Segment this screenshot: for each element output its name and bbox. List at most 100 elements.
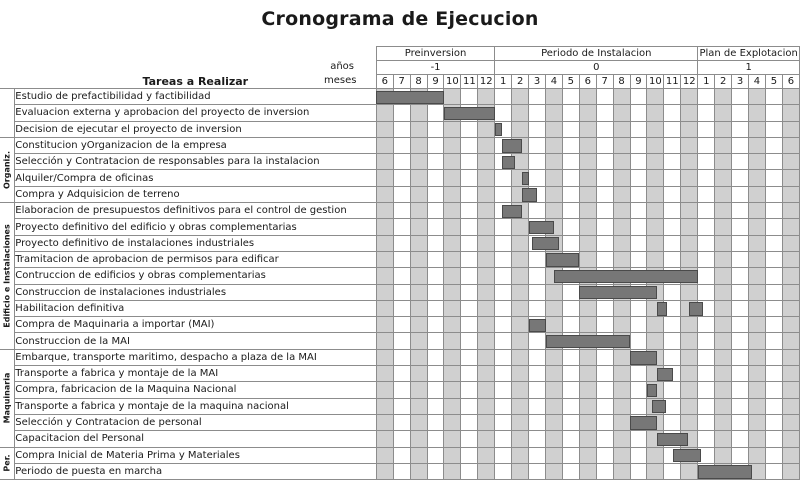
grid-cell — [561, 348, 580, 367]
grid-cell — [714, 267, 733, 285]
grid-cell — [697, 104, 716, 122]
grid-cell — [544, 136, 563, 155]
task-bar — [532, 237, 560, 251]
grid-cell — [392, 430, 411, 448]
grid-cell — [764, 120, 783, 138]
grid-cell — [697, 120, 716, 138]
grid-cell — [544, 462, 563, 481]
grid-cell — [561, 446, 580, 464]
grid-cell — [409, 104, 428, 122]
task-row: Tramitacion de aprobacion de permisos pa… — [0, 250, 800, 269]
grid-cell — [629, 153, 648, 171]
grid-cell — [528, 283, 546, 301]
task-row: Compra de Maquinaria a importar (MAI) — [0, 316, 800, 334]
grid-cell — [781, 462, 800, 481]
grid-cell — [629, 120, 648, 138]
task-name: Proyecto definitivo de instalaciones ind… — [14, 234, 377, 252]
grid-cell — [477, 120, 496, 138]
grid-cell — [392, 397, 411, 415]
grid-cell — [460, 136, 479, 155]
grid-cell — [629, 136, 648, 155]
grid-cell — [714, 218, 733, 236]
month-header: 8 — [409, 74, 428, 89]
grid-cell — [697, 316, 716, 334]
grid-cell — [375, 316, 394, 334]
grid-cell — [764, 185, 783, 204]
task-row: Decision de ejecutar el proyecto de inve… — [0, 120, 800, 138]
grid-cell — [375, 136, 394, 155]
grid-cell — [392, 413, 411, 432]
grid-cell — [460, 397, 479, 415]
grid-cell — [460, 202, 479, 220]
grid-cell — [460, 185, 479, 204]
grid-cell — [375, 250, 394, 269]
task-row: Compra y Adquisicion de terreno — [0, 185, 800, 204]
task-bar — [657, 367, 673, 381]
grid-cell — [731, 234, 750, 252]
grid-cell — [426, 365, 445, 383]
grid-cell — [714, 104, 733, 122]
grid-cell — [375, 169, 394, 187]
grid-cell — [511, 87, 530, 106]
grid-cell — [748, 381, 766, 399]
grid-cell — [528, 413, 546, 432]
grid-cell — [748, 87, 766, 106]
task-name: Construccion de instalaciones industrial… — [14, 283, 377, 301]
grid-cell — [578, 397, 597, 415]
grid-cell — [595, 202, 614, 220]
grid-cell — [528, 169, 546, 187]
task-bar — [501, 204, 522, 218]
grid-cell — [697, 430, 716, 448]
grid-cell — [646, 316, 665, 334]
grid-cell — [680, 87, 699, 106]
month-header: 7 — [595, 74, 614, 89]
grid-cell — [629, 397, 648, 415]
grid-cell — [697, 153, 716, 171]
grid-cell — [460, 153, 479, 171]
grid-cell — [612, 234, 631, 252]
grid-cell — [409, 316, 428, 334]
page-title: Cronograma de Ejecucion — [261, 8, 539, 30]
grid-cell — [511, 218, 530, 236]
grid-cell — [392, 462, 411, 481]
grid-cell — [714, 185, 733, 204]
grid-cell — [443, 185, 462, 204]
grid-cell — [629, 104, 648, 122]
grid-cell — [443, 316, 462, 334]
grid-cell — [375, 202, 394, 220]
grid-cell — [544, 87, 563, 106]
grid-cell — [426, 283, 445, 301]
grid-cell — [612, 104, 631, 122]
grid-cell — [443, 348, 462, 367]
grid-cell — [781, 169, 800, 187]
grid-cell — [731, 397, 750, 415]
grid-cell — [511, 104, 530, 122]
grid-cell — [426, 381, 445, 399]
task-bar — [657, 432, 688, 447]
grid-cell — [578, 365, 597, 383]
grid-cell — [714, 365, 733, 383]
grid-cell — [781, 234, 800, 252]
grid-cell — [544, 381, 563, 399]
month-header: 4 — [544, 74, 563, 89]
grid-cell — [764, 332, 783, 350]
grid-cell — [731, 267, 750, 285]
grid-cell — [680, 202, 699, 220]
task-name: Transporte a fabrica y montaje de la maq… — [14, 397, 377, 415]
grid-cell — [375, 234, 394, 252]
grid-cell — [477, 153, 496, 171]
task-name: Constitucion yOrganizacion de la empresa — [14, 136, 377, 155]
grid-cell — [697, 381, 716, 399]
grid-cell — [781, 299, 800, 318]
grid-cell — [494, 250, 513, 269]
grid-cell — [494, 365, 513, 383]
grid-cell — [511, 446, 530, 464]
task-row: Construccion de instalaciones industrial… — [0, 283, 800, 301]
grid-cell — [409, 397, 428, 415]
grid-cell — [612, 381, 631, 399]
grid-cell — [477, 250, 496, 269]
grid-cell — [561, 120, 580, 138]
month-header: 1 — [494, 74, 513, 89]
grid-cell — [494, 283, 513, 301]
month-header: 11 — [663, 74, 682, 89]
